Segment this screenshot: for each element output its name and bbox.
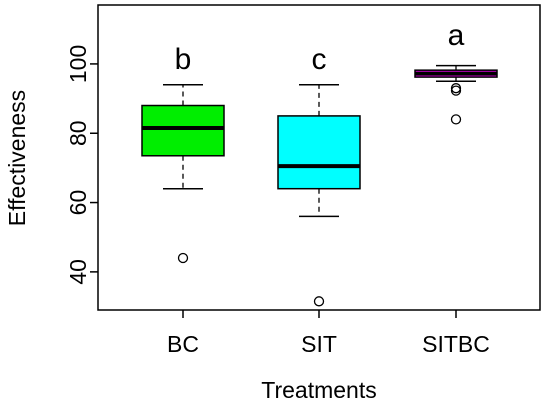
box-sitbc	[414, 64, 498, 125]
y-axis-title: Effectiveness	[4, 90, 30, 226]
significance-letter: c	[312, 43, 327, 76]
significance-letter: b	[175, 43, 192, 76]
y-tick-label: 60	[65, 190, 91, 216]
outlier-point	[313, 296, 325, 307]
outlier-point	[177, 252, 189, 264]
outlier-point	[450, 85, 462, 96]
group-letters: b ca	[175, 19, 465, 76]
x-tick-label: BC	[167, 331, 199, 357]
y-axis: 40 60 80 100	[65, 45, 98, 285]
box-bc	[141, 83, 225, 264]
significance-letter: a	[448, 19, 465, 52]
x-tick-label: SIT	[301, 331, 337, 357]
iqr-box	[277, 115, 361, 190]
x-axis: BC SIT SITBC	[167, 310, 490, 357]
y-tick-label: 100	[65, 45, 91, 83]
boxes	[141, 64, 498, 307]
outlier-point	[450, 114, 462, 125]
y-tick-label: 40	[65, 259, 91, 285]
box-sit	[277, 83, 361, 307]
iqr-box	[141, 104, 225, 157]
x-axis-title: Treatments	[261, 377, 376, 403]
y-tick-label: 80	[65, 120, 91, 146]
x-tick-label: SITBC	[422, 331, 490, 357]
